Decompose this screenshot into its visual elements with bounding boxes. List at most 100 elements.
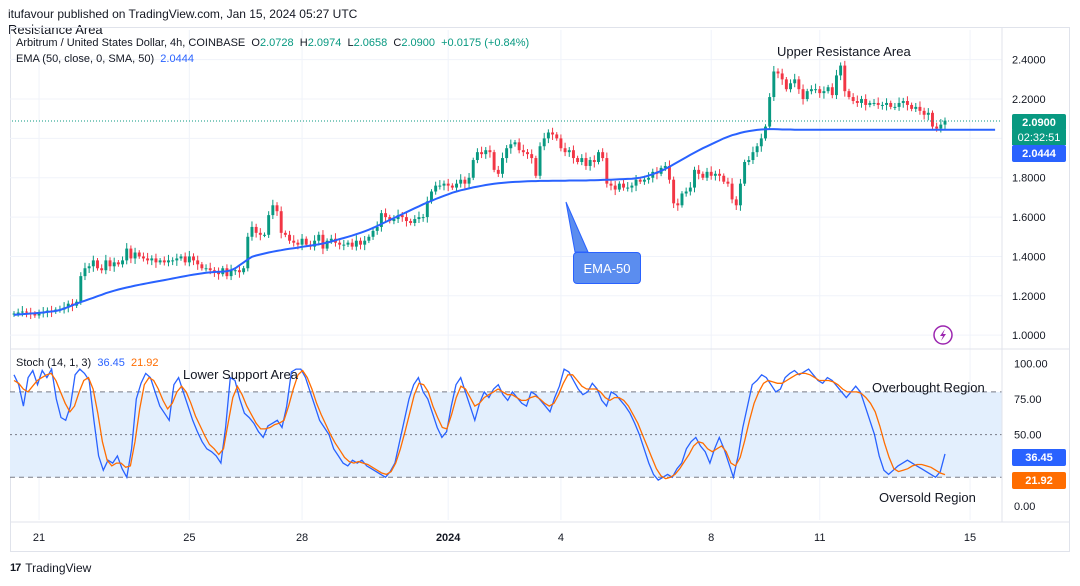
candle-body (183, 256, 187, 263)
lower-support-label: Lower Support Area (183, 367, 298, 382)
candle-body (33, 313, 37, 316)
candle-body (463, 179, 467, 184)
candle-body (922, 110, 926, 115)
candle-body (872, 102, 876, 104)
candle-body (647, 177, 651, 180)
candle-body (162, 260, 166, 263)
candle-body (404, 217, 408, 222)
candle-body (814, 89, 818, 91)
candle-body (876, 102, 880, 105)
candle-body (914, 106, 918, 109)
stoch-tick-label: 75.00 (1014, 394, 1042, 406)
time-tick-label: 25 (183, 532, 195, 544)
stoch-tick-label: 100.00 (1014, 358, 1048, 370)
candle-body (834, 75, 838, 96)
ema-price-tag: 2.0444 (1012, 145, 1066, 162)
candle-body (793, 79, 797, 84)
candle-body (939, 124, 943, 129)
candle-body (167, 260, 170, 263)
candle-body (283, 232, 287, 235)
time-tick-label: 15 (964, 532, 976, 544)
price-tick-label: 1.2000 (1012, 291, 1046, 303)
candle-body (642, 179, 646, 182)
candle-body (242, 268, 246, 273)
stoch-legend: Stoch (14, 1, 3) 36.45 21.92 (16, 357, 159, 369)
candle-body (546, 132, 550, 139)
time-tick-label: 28 (296, 532, 308, 544)
time-tick-label: 2024 (436, 532, 461, 544)
candle-body (918, 106, 922, 111)
candle-body (379, 213, 383, 227)
stoch-title: Stoch (14, 1, 3) (16, 357, 92, 369)
stoch-tick-label: 0.00 (1014, 501, 1035, 513)
stoch-series (13, 367, 946, 481)
tradingview-brand: TradingView (25, 561, 92, 575)
candle-body (187, 256, 191, 263)
candle-body (567, 150, 571, 153)
chart-frame (10, 27, 1070, 552)
tradingview-logo[interactable]: 17 TradingView (10, 561, 91, 575)
candle-body (66, 303, 70, 308)
candle-body (409, 221, 413, 223)
candle-body (801, 89, 805, 100)
time-tick-label: 21 (33, 532, 45, 544)
candle-body (400, 215, 404, 218)
candle-body (743, 162, 747, 184)
candle-body (822, 91, 826, 94)
low-value: 2.0658 (353, 37, 388, 49)
candle-body (475, 152, 479, 161)
open-value: 2.0728 (259, 37, 294, 49)
candle-body (830, 87, 834, 96)
candle-body (513, 142, 517, 145)
candle-body (329, 238, 333, 241)
stoch-d-value: 21.92 (131, 357, 159, 369)
candle-body (663, 165, 667, 168)
price-tick-label: 1.4000 (1012, 251, 1046, 263)
candle-body (350, 242, 354, 247)
candle-body (237, 270, 241, 273)
candle-body (638, 179, 642, 182)
candle-body (622, 183, 625, 188)
ema-series (13, 128, 996, 316)
candle-body (116, 262, 120, 265)
upper-resistance-label: Upper Resistance Area (777, 44, 911, 59)
candle-body (417, 217, 421, 220)
candle-body (442, 183, 446, 186)
candle-body (901, 101, 905, 103)
candle-body (855, 101, 859, 103)
candle-body (158, 260, 162, 263)
candle-body (217, 272, 221, 275)
candle-body (338, 242, 342, 245)
candle-body (279, 211, 283, 233)
candle-body (371, 230, 375, 237)
candle-body (860, 99, 863, 103)
bar-countdown: 02:32:51 (1012, 130, 1066, 145)
candle-body (192, 256, 195, 261)
time-tick-label: 11 (814, 532, 825, 544)
candle-body (484, 150, 488, 155)
candle-body (864, 99, 868, 105)
candle-body (275, 205, 279, 212)
candle-body (759, 138, 763, 147)
time-tick-label: 4 (558, 532, 564, 544)
candle-body (684, 191, 688, 194)
candle-body (563, 148, 567, 153)
candle-body (204, 268, 208, 270)
overbought-label: Overbought Region (872, 380, 985, 395)
candle-body (171, 260, 175, 262)
candle-body (392, 219, 396, 222)
close-value: 2.0900 (401, 37, 435, 49)
candle-body (751, 152, 755, 161)
candle-body (325, 240, 329, 249)
candle-body (797, 79, 801, 90)
ema-callout-pointer (565, 201, 589, 253)
candle-body (79, 276, 83, 302)
candle-body (722, 175, 726, 182)
candle-body (617, 183, 621, 190)
candle-body (129, 248, 133, 259)
candle-body (496, 169, 500, 174)
candle-body (521, 150, 525, 153)
candle-body (450, 185, 454, 188)
candle-body (580, 158, 584, 162)
